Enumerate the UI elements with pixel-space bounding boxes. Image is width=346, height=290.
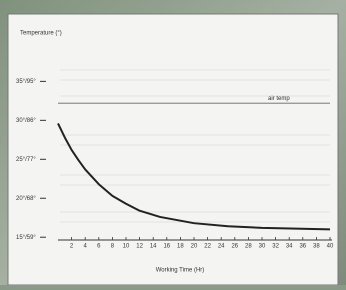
x-tick-label: 40	[327, 244, 334, 250]
x-tick-label: 26	[231, 244, 238, 250]
x-tick-label: 34	[286, 244, 293, 250]
x-tick-label: 14	[150, 244, 157, 250]
x-tick-label: 20	[191, 244, 198, 250]
x-axis-label: Working Time (Hr)	[156, 268, 205, 274]
x-tick-label: 10	[123, 244, 130, 250]
y-tick-label: 20°/68°	[16, 196, 36, 202]
x-tick-label: 12	[136, 244, 143, 250]
x-tick-label: 32	[272, 244, 279, 250]
x-tick-label: 36	[299, 244, 306, 250]
reference-label: air temp	[268, 96, 290, 102]
page: Temperature (°) Working Time (Hr) 15°/59…	[0, 0, 346, 285]
x-tick-label: 38	[313, 244, 320, 250]
x-tick-label: 16	[163, 244, 170, 250]
x-tick-label: 30	[259, 244, 266, 250]
x-tick-label: 24	[218, 244, 225, 250]
y-tick-label: 30°/86°	[16, 118, 36, 124]
x-tick-label: 22	[204, 244, 211, 250]
x-tick-label: 28	[245, 244, 252, 250]
chart-title: Temperature (°)	[20, 31, 62, 37]
x-tick-label: 18	[177, 244, 184, 250]
y-tick-label: 15°/59°	[16, 235, 36, 241]
y-tick-label: 25°/77°	[16, 157, 36, 163]
chart: Temperature (°) Working Time (Hr) 15°/59…	[0, 0, 346, 285]
y-tick-label: 35°/95°	[16, 79, 36, 85]
